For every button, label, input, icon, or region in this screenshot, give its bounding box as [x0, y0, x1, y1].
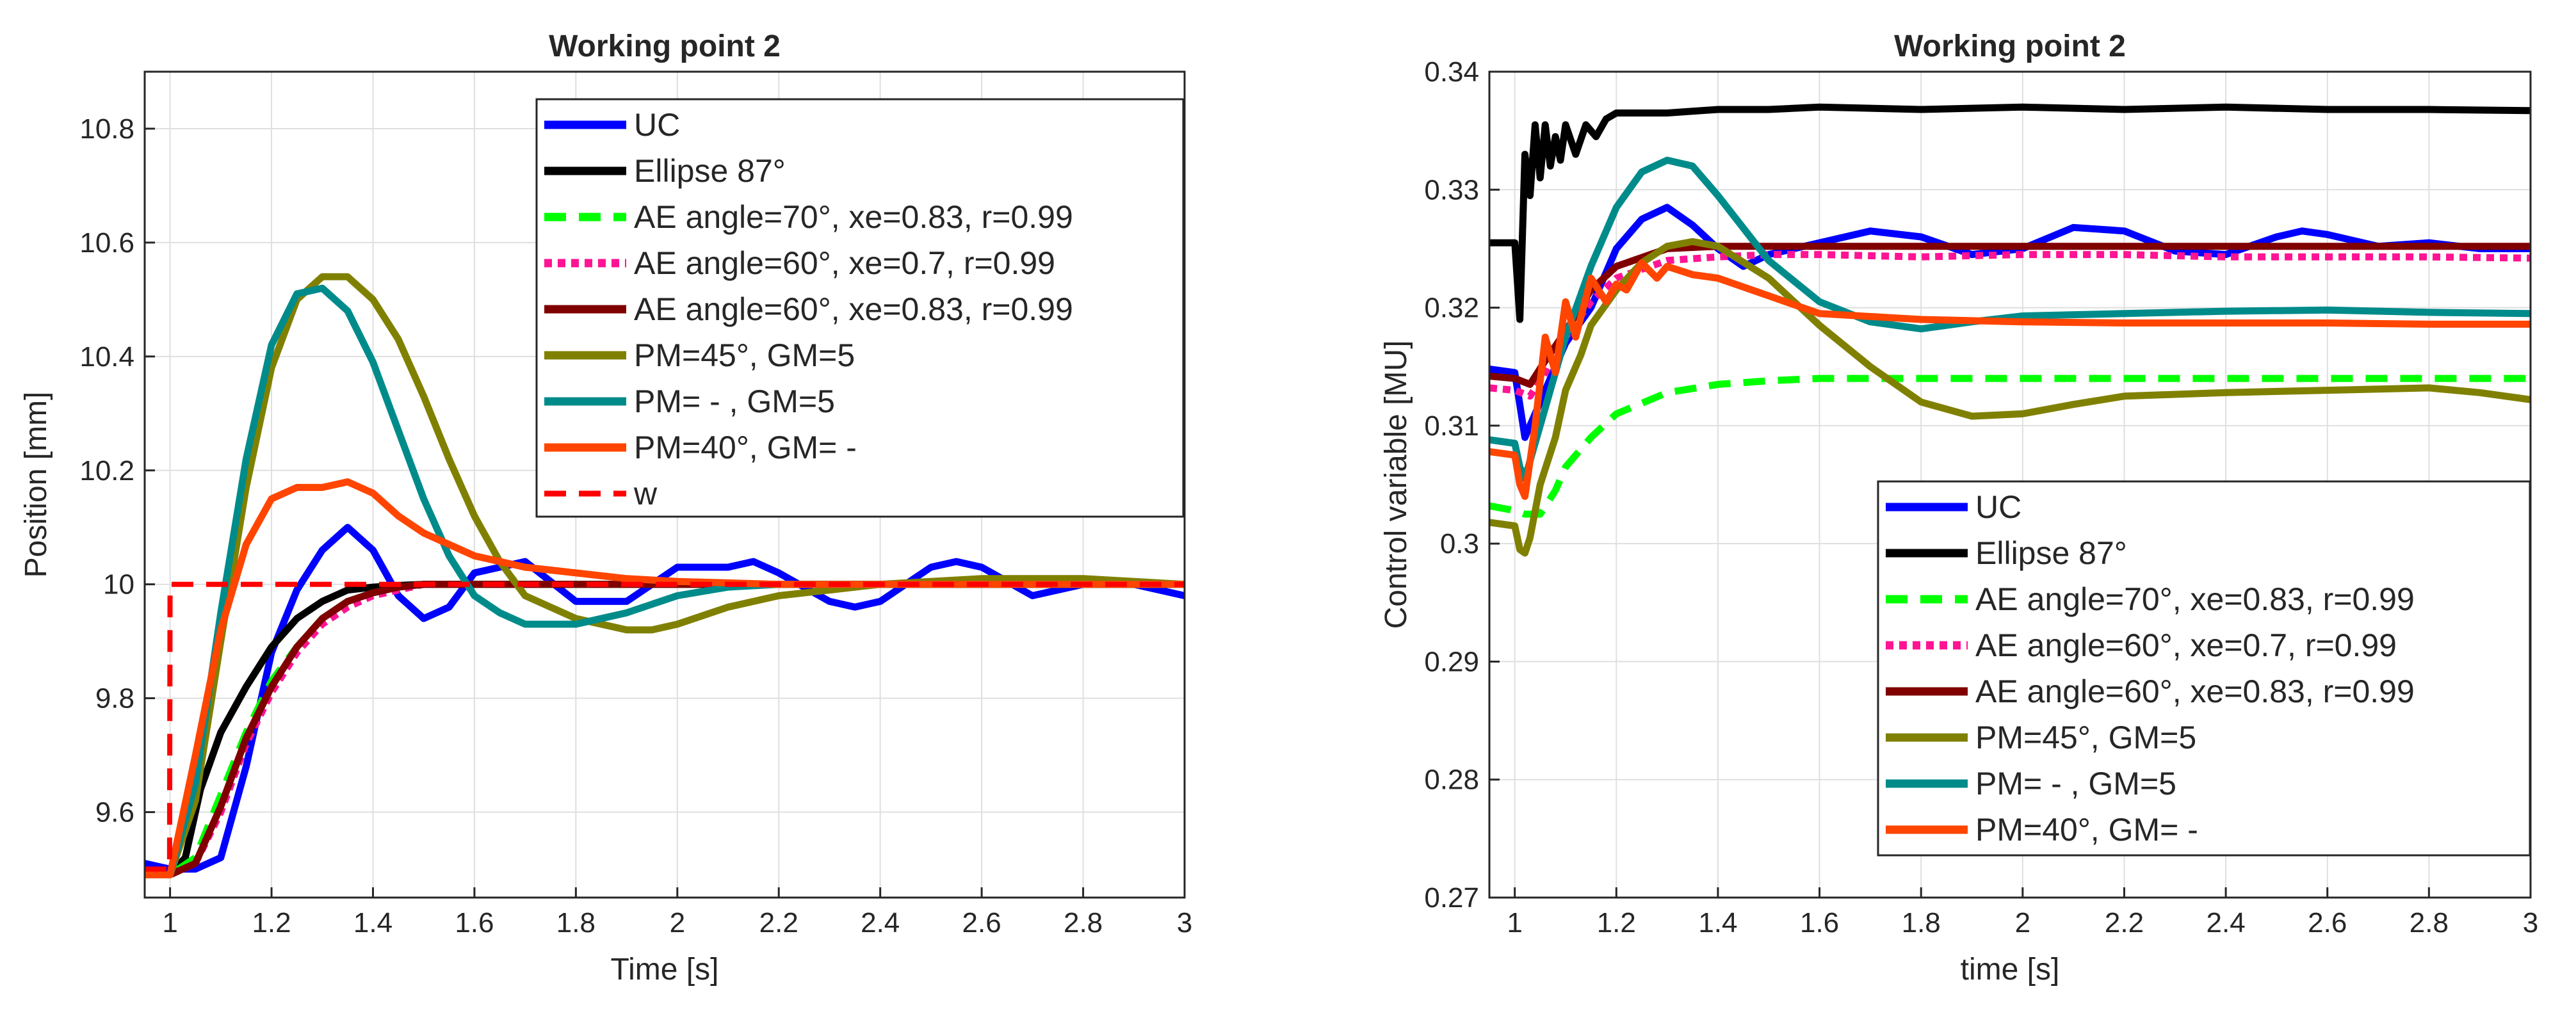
right-y-tick-label: 0.27 — [1424, 882, 1479, 914]
left-legend-label: AE angle=60°, xe=0.83, r=0.99 — [634, 291, 1073, 327]
right-y-axis-label: Control variable [MU] — [1379, 341, 1413, 629]
left-legend-label: Ellipse 87° — [634, 153, 786, 189]
right-x-tick-label: 1.4 — [1698, 907, 1737, 939]
right-series-line-pm-40-gm — [1489, 259, 2531, 500]
right-y-tick-label: 0.32 — [1424, 293, 1479, 324]
left-legend-label: UC — [634, 107, 680, 143]
right-legend-label: UC — [1975, 489, 2021, 525]
left-series-group — [145, 273, 1185, 878]
left-y-tick-label: 10.2 — [79, 455, 134, 487]
left-axes-box — [143, 70, 1186, 899]
right-x-tick-label: 2.4 — [2207, 907, 2246, 939]
left-series-line-w — [145, 581, 1185, 872]
left-x-tick-label: 1.4 — [353, 907, 393, 939]
left-x-axis-label: Time [s] — [611, 953, 719, 987]
left-legend-label: PM=40°, GM= - — [634, 430, 857, 465]
left-x-tick-label: 1 — [162, 907, 177, 939]
right-x-tick-label: 1 — [1507, 907, 1522, 939]
right-y-tick-label: 0.31 — [1424, 410, 1479, 442]
right-y-tick-label: 0.34 — [1424, 56, 1479, 88]
right-legend-label: AE angle=60°, xe=0.83, r=0.99 — [1975, 673, 2415, 709]
right-series-line-ellipse-87 — [1489, 103, 2531, 323]
right-legend-label: PM=45°, GM=5 — [1975, 720, 2196, 755]
left-y-tick-label: 10 — [103, 569, 134, 601]
left-y-tick-label: 10.4 — [79, 341, 134, 373]
left-x-tick-label: 2.2 — [759, 907, 798, 939]
right-legend-label: AE angle=70°, xe=0.83, r=0.99 — [1975, 581, 2415, 617]
right-x-tick-label: 3 — [2523, 907, 2538, 939]
right-x-tick-label: 2.2 — [2105, 907, 2144, 939]
right-y-tick-label: 0.3 — [1440, 528, 1479, 560]
left-legend: UC Ellipse 87° AE angle=70°, xe=0.83, r=0.… — [535, 98, 1185, 518]
right-legend: UC Ellipse 87° AE angle=70°, xe=0.83, r=0.… — [1877, 480, 2531, 857]
right-series-group — [1489, 103, 2531, 557]
left-x-tick-label: 2.4 — [861, 907, 900, 939]
right-y-ticks: 0.27 0.28 0.29 0.3 0.31 0.32 0.33 0.34 — [1424, 56, 1500, 914]
left-x-tick-label: 2 — [670, 907, 685, 939]
left-series-line-ae-angle-60-xe-0-83-r-0-99 — [145, 581, 1185, 878]
left-legend-box — [535, 98, 1185, 518]
right-y-tick-label: 0.29 — [1424, 646, 1479, 677]
right-x-ticks: 1 1.2 1.4 1.6 1.8 2 2.2 2.4 2.6 2.8 3 — [1507, 887, 2538, 939]
right-legend-label: PM=40°, GM= - — [1975, 812, 2198, 848]
left-x-tick-label: 1.2 — [252, 907, 291, 939]
right-legend-box — [1877, 480, 2531, 857]
left-y-tick-label: 10.6 — [79, 227, 134, 259]
right-series-line-pm-45-gm-5 — [1489, 238, 2531, 557]
left-y-ticks: 9.6 9.8 10 10.2 10.4 10.6 10.8 — [79, 113, 155, 828]
right-x-tick-label: 1.2 — [1597, 907, 1636, 939]
right-legend-label: Ellipse 87° — [1975, 535, 2127, 571]
left-legend-label: PM= - , GM=5 — [634, 383, 835, 419]
right-legend-label: AE angle=60°, xe=0.7, r=0.99 — [1975, 627, 2397, 663]
left-y-tick-label: 9.6 — [95, 797, 134, 828]
right-x-tick-label: 1.6 — [1800, 907, 1839, 939]
left-chart: 1 1.2 1.4 1.6 1.8 2 2.2 2.4 2.6 2.8 3 9.6 9.8 10 10.2… — [19, 29, 1192, 987]
left-x-ticks: 1 1.2 1.4 1.6 1.8 2 2.2 2.4 2.6 2.8 3 — [162, 887, 1192, 939]
right-x-tick-label: 2 — [2015, 907, 2030, 939]
left-y-tick-label: 9.8 — [95, 683, 134, 714]
right-x-axis-label: time [s] — [1961, 953, 2060, 987]
right-x-tick-label: 1.8 — [1902, 907, 1941, 939]
left-x-tick-label: 2.8 — [1064, 907, 1103, 939]
right-x-tick-label: 2.6 — [2308, 907, 2347, 939]
right-legend-label: PM= - , GM=5 — [1975, 766, 2176, 802]
left-x-tick-label: 1.8 — [556, 907, 595, 939]
right-chart-title: Working point 2 — [1894, 29, 2126, 63]
left-y-axis-label: Position [mm] — [19, 392, 53, 578]
left-legend-label: w — [633, 476, 658, 512]
right-chart: 1 1.2 1.4 1.6 1.8 2 2.2 2.4 2.6 2.8 3 0.27 0.28 0.29… — [1379, 29, 2538, 987]
left-y-tick-label: 10.8 — [79, 113, 134, 145]
right-series-line-ae-angle-70-xe-0-83-r-0-99 — [1489, 375, 2531, 518]
left-legend-label: AE angle=60°, xe=0.7, r=0.99 — [634, 245, 1055, 281]
left-legend-label: AE angle=70°, xe=0.83, r=0.99 — [634, 199, 1073, 235]
left-x-tick-label: 2.6 — [962, 907, 1001, 939]
right-y-tick-label: 0.28 — [1424, 764, 1479, 796]
right-y-tick-label: 0.33 — [1424, 174, 1479, 206]
left-chart-title: Working point 2 — [549, 29, 781, 63]
left-x-tick-label: 1.6 — [455, 907, 494, 939]
right-x-tick-label: 2.8 — [2410, 907, 2449, 939]
left-x-tick-label: 3 — [1177, 907, 1192, 939]
left-legend-label: PM=45°, GM=5 — [634, 337, 855, 373]
